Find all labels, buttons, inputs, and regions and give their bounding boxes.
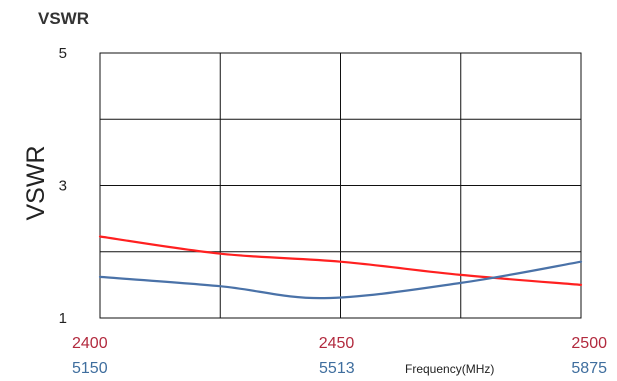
y-tick-label: 1 — [59, 310, 67, 327]
x-tick-label: 5875 — [571, 360, 607, 377]
y-tick-labels: 1 3 5 — [59, 45, 67, 327]
x-tick-labels: 2400 2450 2500 5150 5513 5875 — [72, 335, 607, 377]
series-lines — [98, 235, 583, 300]
y-axis-label: VSWR — [22, 146, 50, 221]
chart-title: VSWR — [38, 9, 89, 28]
x-tick-label: 2400 — [72, 335, 108, 352]
x-tick-label: 2500 — [571, 335, 607, 352]
grid-lines — [99, 52, 582, 319]
series-line-2 — [98, 260, 583, 300]
y-tick-label: 5 — [59, 45, 67, 62]
y-tick-label: 3 — [59, 178, 67, 195]
x-tick-label: 5150 — [72, 360, 108, 377]
x-tick-label: 5513 — [319, 360, 355, 377]
x-tick-label: 2450 — [319, 335, 355, 352]
x-axis-label: Frequency(MHz) — [405, 362, 494, 376]
